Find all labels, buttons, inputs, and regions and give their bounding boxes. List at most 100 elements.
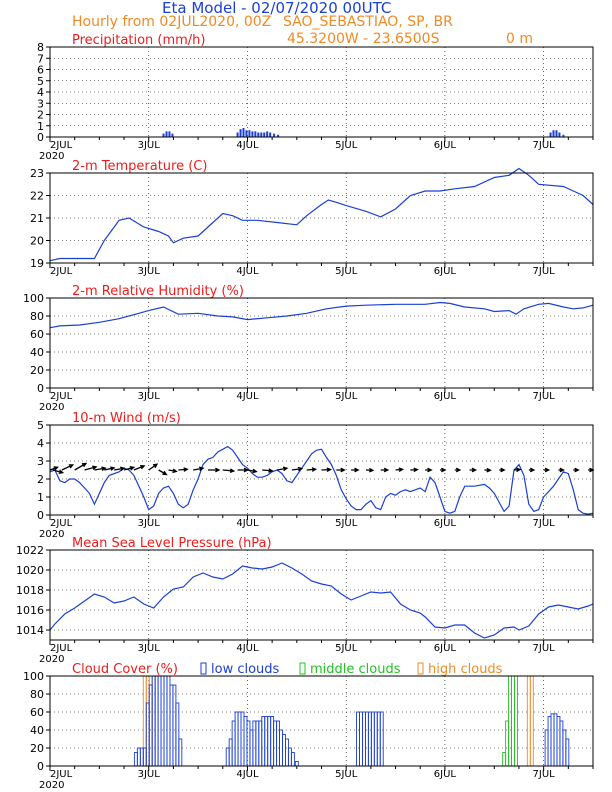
year-label: 2020 (39, 529, 64, 540)
y-tick-label: 3 (37, 97, 44, 110)
wind-arrow (573, 467, 580, 473)
y-tick-label: 100 (23, 670, 44, 683)
y-tick-label: 5 (37, 75, 44, 88)
panel-6: 0 20 40 60 80 100 2JUL 3JUL 4JUL 5JUL 6JUL 7JUL 2020… (23, 662, 594, 791)
legend-label: high clouds (428, 662, 503, 677)
x-tick-label: 7JUL (533, 643, 556, 654)
x-tick-label: 3JUL (138, 391, 161, 402)
y-tick-label: 2 (37, 473, 44, 486)
panel-title: Mean Sea Level Pressure (hPa) (72, 536, 272, 551)
x-tick-label: 4JUL (236, 266, 259, 277)
precip-bar (555, 130, 558, 137)
wind-arrow (351, 467, 360, 473)
y-tick-label: 1020 (16, 564, 44, 577)
legend-swatch (299, 662, 306, 675)
x-tick-label: 4JUL (236, 140, 259, 151)
panel-frame (49, 172, 594, 264)
x-tick-label: 4JUL (236, 391, 259, 402)
wind-arrow (395, 467, 405, 472)
precip-bar (263, 132, 266, 137)
station-elevation: 0 m (506, 31, 533, 47)
precip-bar (245, 130, 248, 137)
wind-arrow (222, 468, 236, 473)
legend-swatch (417, 662, 424, 675)
series-line (49, 167, 594, 262)
x-tick-label: 3JUL (138, 643, 161, 654)
x-tick-label: 4JUL (236, 769, 259, 780)
panel-4: 0 1 2 3 4 5 2JUL 3JUL 4JUL 5JUL 6JUL 7JUL 2020 10-m W… (37, 411, 595, 540)
wind-arrow (133, 464, 146, 471)
wind-arrow (513, 467, 522, 473)
x-tick-label: 2JUL (50, 391, 73, 402)
precip-bar (251, 131, 254, 137)
series-line (49, 562, 594, 639)
precip-bar (273, 133, 276, 137)
x-tick-label: 7JUL (533, 769, 556, 780)
y-tick-label: 4 (37, 437, 44, 450)
wind-arrow (61, 464, 75, 471)
y-tick-label: 7 (37, 52, 44, 65)
y-tick-label: 1 (37, 120, 44, 133)
precip-bar (277, 134, 280, 137)
y-tick-label: 80 (30, 688, 44, 701)
wind-arrow (410, 467, 419, 473)
wind-arrow (306, 467, 318, 472)
series-line (49, 301, 594, 329)
wind-arrow (74, 462, 88, 471)
x-tick-label: 6JUL (434, 140, 457, 151)
x-tick-label: 2JUL (50, 518, 73, 529)
x-tick-label: 5JUL (335, 769, 358, 780)
wind-arrow (168, 468, 178, 474)
wind-arrow (454, 467, 462, 473)
x-tick-label: 2JUL (50, 140, 73, 151)
y-tick-label: 20 (30, 235, 44, 248)
panel-title: Cloud Cover (%) (72, 662, 178, 677)
y-tick-label: 23 (30, 167, 44, 180)
wind-arrow (543, 467, 551, 473)
y-tick-label: 60 (30, 328, 44, 341)
precip-bar (165, 131, 168, 137)
precip-bar (239, 129, 242, 137)
panel-2: 19 20 21 22 23 2JUL 3JUL 4JUL 5JUL 6JUL 7JUL 2-m Te… (30, 159, 594, 277)
year-label: 2020 (39, 654, 64, 665)
y-tick-label: 0 (37, 509, 44, 522)
panel-frame (49, 46, 594, 138)
wind-arrow (114, 466, 126, 472)
wind-arrow (193, 466, 205, 472)
x-tick-label: 4JUL (236, 643, 259, 654)
legend-label: low clouds (211, 662, 280, 677)
wind-arrow (425, 467, 433, 473)
precip-bar (236, 132, 239, 137)
x-tick-label: 5JUL (335, 391, 358, 402)
precip-bar (254, 131, 257, 137)
precip-bar (269, 132, 272, 137)
panel-title: 2-m Temperature (C) (72, 159, 207, 174)
x-tick-label: 7JUL (533, 140, 556, 151)
year-label: 2020 (39, 402, 64, 413)
x-tick-label: 7JUL (533, 518, 556, 529)
precip-bar (168, 131, 171, 137)
precip-bar (248, 130, 251, 137)
year-label: 2020 (39, 151, 64, 162)
wind-arrow (365, 467, 375, 473)
y-tick-label: 1018 (16, 584, 44, 597)
x-tick-label: 5JUL (335, 266, 358, 277)
station-name: SAO_SEBASTIAO, SP, BR (283, 14, 453, 30)
y-tick-label: 1014 (16, 624, 44, 637)
legend-label: middle clouds (310, 662, 401, 677)
wind-arrow (528, 467, 536, 473)
x-tick-label: 5JUL (335, 643, 358, 654)
precip-bar (260, 132, 263, 137)
y-tick-label: 1022 (16, 544, 44, 557)
x-tick-label: 3JUL (138, 769, 161, 780)
chart-subtitle: Hourly from 02JUL2020, 00Z (72, 14, 272, 30)
y-tick-label: 1016 (16, 604, 44, 617)
wind-arrow (49, 466, 59, 471)
wind-arrow (499, 467, 506, 473)
wind-arrow (321, 467, 332, 473)
series-line (49, 445, 594, 515)
panel-frame (49, 424, 594, 516)
legend-swatch (200, 662, 207, 675)
